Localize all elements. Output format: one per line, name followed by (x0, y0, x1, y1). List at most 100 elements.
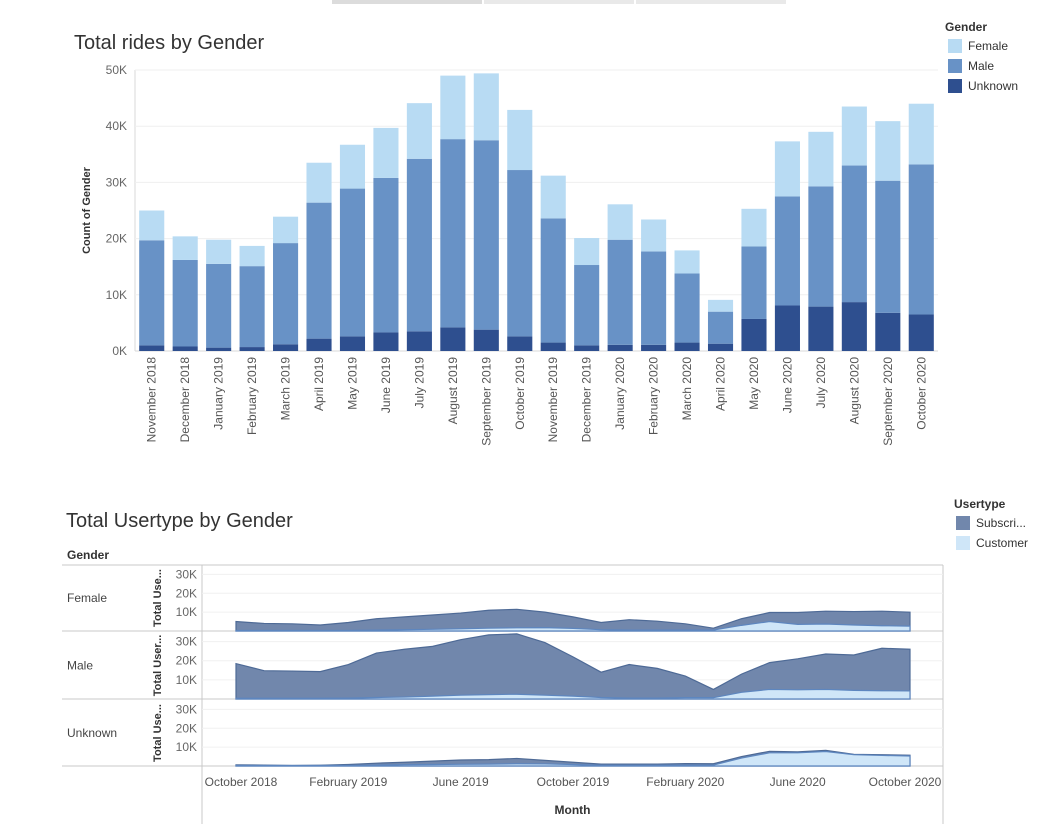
x-tick-label: October 2019 (513, 357, 527, 430)
legend-item-unknown[interactable]: Unknown (948, 79, 1018, 93)
bar-unknown (707, 343, 734, 351)
y-tick-label: 20K (106, 232, 127, 246)
bar-female (273, 216, 299, 244)
bar-unknown (908, 314, 934, 351)
bar-unknown (875, 312, 901, 351)
bar-unknown (540, 342, 566, 351)
bar-unknown (306, 338, 332, 351)
sheet-tab[interactable] (636, 0, 786, 4)
bar-female (507, 109, 533, 171)
bar-male (172, 259, 198, 347)
legend-label: Unknown (968, 79, 1019, 93)
x-tick-label: August 2020 (847, 357, 861, 425)
x-tick-label: January 2020 (613, 357, 627, 430)
bar-unknown (674, 342, 700, 351)
x-tick-label: April 2020 (714, 357, 728, 411)
bar-female (674, 250, 700, 274)
bar-male (641, 251, 667, 345)
x-tick-label: February 2019 (309, 775, 387, 789)
bar-female (139, 210, 165, 241)
x-tick-label: July 2020 (814, 357, 828, 409)
bar-male (908, 164, 934, 315)
y-tick-label: 10K (106, 288, 127, 302)
legend-label: Female (968, 39, 1009, 53)
bar-female (206, 239, 232, 264)
y-tick-label: 30K (176, 702, 197, 716)
bar-female (440, 75, 466, 140)
x-tick-label: January 2019 (212, 357, 226, 430)
legend-swatch (948, 39, 962, 53)
bar-unknown (574, 345, 600, 351)
chart-title: Total Usertype by Gender (66, 510, 293, 532)
bar-male (774, 196, 800, 306)
bar-male (339, 188, 366, 337)
legend-item-female[interactable]: Female (948, 39, 1008, 53)
bar-female (841, 106, 867, 166)
legend-item-male[interactable]: Male (948, 59, 994, 73)
sheet-tab[interactable] (484, 0, 634, 4)
x-tick-label: February 2020 (646, 775, 724, 789)
x-tick-label: March 2020 (680, 357, 694, 421)
area-customer (235, 620, 911, 632)
bar-female (406, 103, 432, 159)
row-label: Female (67, 591, 107, 605)
bar-female (306, 162, 332, 203)
x-tick-label: September 2020 (881, 357, 895, 446)
y-tick-label: 20K (176, 586, 197, 600)
legend-swatch (948, 59, 962, 73)
bar-unknown (774, 305, 800, 351)
bar-chart: 0K 10K 20K 30K 40K 50K Count of Gender November… (81, 63, 938, 446)
bar-female (473, 73, 499, 141)
y-tick-label: 20K (176, 721, 197, 735)
legend-item-subscriber[interactable]: Subscri... (956, 516, 1026, 530)
bar-male (306, 202, 332, 339)
bar-unknown (507, 336, 533, 351)
area-customer (235, 750, 911, 767)
legend-swatch (948, 79, 962, 93)
bar-unknown (273, 344, 299, 351)
y-axis-title: Total User... (152, 635, 164, 697)
area-subscriber (235, 633, 911, 700)
sheet-tab[interactable] (332, 0, 482, 4)
x-tick-label: May 2020 (747, 357, 761, 410)
bar-female (540, 175, 566, 219)
x-tick-label: April 2019 (312, 357, 326, 411)
y-tick-label: 30K (176, 635, 197, 649)
y-tick-label: 50K (106, 63, 127, 77)
y-axis-title: Count of Gender (81, 166, 93, 253)
x-tick-label: October 2019 (537, 775, 610, 789)
bar-unknown (607, 344, 633, 351)
bar-male (139, 240, 165, 346)
x-tick-label: March 2019 (279, 357, 293, 421)
x-tick-label: June 2019 (433, 775, 489, 789)
x-tick-label: October 2020 (869, 775, 942, 789)
bar-unknown (239, 347, 265, 351)
row-header: Gender (67, 548, 110, 562)
bar-male (473, 140, 499, 330)
bar-unknown (373, 332, 399, 351)
legend-swatch (956, 516, 970, 530)
area-customer (235, 688, 911, 700)
bar-female (574, 238, 600, 266)
bar-unknown (841, 302, 867, 351)
bar-male (741, 246, 767, 319)
x-tick-label: June 2020 (780, 357, 794, 413)
bar-unknown (741, 318, 767, 351)
bar-unknown (339, 336, 366, 351)
y-axis-title: Total Use... (152, 569, 164, 627)
x-tick-label: December 2018 (178, 357, 192, 443)
bar-female (172, 236, 198, 260)
legend-swatch (956, 536, 970, 550)
y-tick-label: 30K (106, 175, 127, 189)
y-tick-label: 40K (106, 119, 127, 133)
bar-male (875, 180, 901, 313)
bar-male (808, 186, 834, 307)
legend-item-customer[interactable]: Customer (956, 536, 1028, 550)
bar-female (607, 204, 633, 240)
bar-male (239, 266, 265, 348)
bar-female (875, 121, 901, 181)
x-tick-label: June 2019 (379, 357, 393, 413)
x-tick-label: June 2020 (770, 775, 826, 789)
bar-male (273, 243, 299, 345)
x-tick-label: February 2019 (245, 357, 259, 435)
